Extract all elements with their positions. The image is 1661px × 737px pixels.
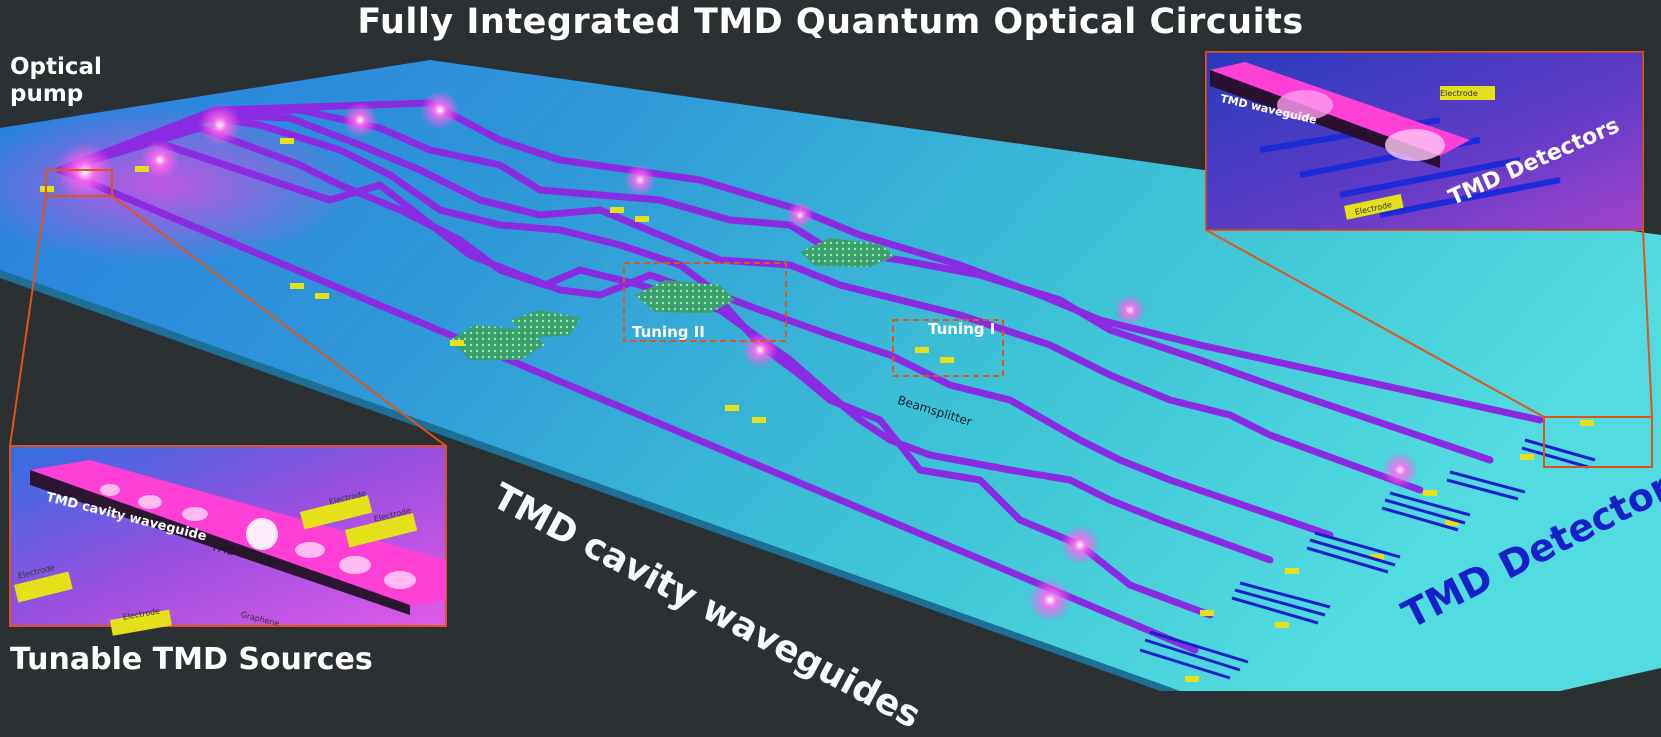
graphene-pad-2: [510, 310, 580, 338]
graphene-tuners: [450, 238, 895, 360]
waveguide-3: [56, 124, 1274, 564]
waveguide-1: [56, 166, 1199, 654]
graphene-pad-1: [450, 325, 545, 360]
callouts: [9, 169, 1653, 468]
optical-pump-line2: pump: [10, 81, 84, 107]
optical-pump-line1: Optical: [10, 54, 102, 80]
callout-detector: [1543, 416, 1653, 468]
callout-pump: [45, 169, 113, 197]
chip-edge: [0, 270, 1180, 691]
graphene-pad-4: [800, 238, 895, 267]
detector-6: [1521, 438, 1596, 469]
waveguide-4: [56, 114, 1334, 539]
tuning-2-frame: [623, 262, 787, 342]
detector-1: [1139, 630, 1249, 680]
inset-source: [9, 445, 447, 636]
detector-5: [1446, 470, 1526, 501]
graphene-pad-3: [635, 280, 735, 313]
optical-pump-label: Optical pump: [10, 54, 102, 108]
tuning-1-label: Tuning I: [928, 320, 996, 338]
inset-detector: [1205, 51, 1644, 231]
tunable-sources-label: Tunable TMD Sources: [10, 642, 373, 677]
detector-3: [1306, 531, 1401, 574]
circuit-diagram: [0, 51, 1661, 691]
detector-2: [1231, 581, 1331, 625]
glow-spots: [55, 90, 1418, 622]
detectors: [1139, 438, 1596, 680]
tuning-1-frame: [892, 319, 1004, 377]
tuning-frames: [623, 262, 1004, 377]
tuning-2-label: Tuning II: [632, 323, 705, 341]
waveguide-6: [56, 106, 1494, 464]
figure-title: Fully Integrated TMD Quantum Optical Cir…: [357, 2, 1304, 42]
detector-4: [1381, 491, 1471, 532]
inset-electrode-label-1: Electrode: [1440, 89, 1478, 98]
